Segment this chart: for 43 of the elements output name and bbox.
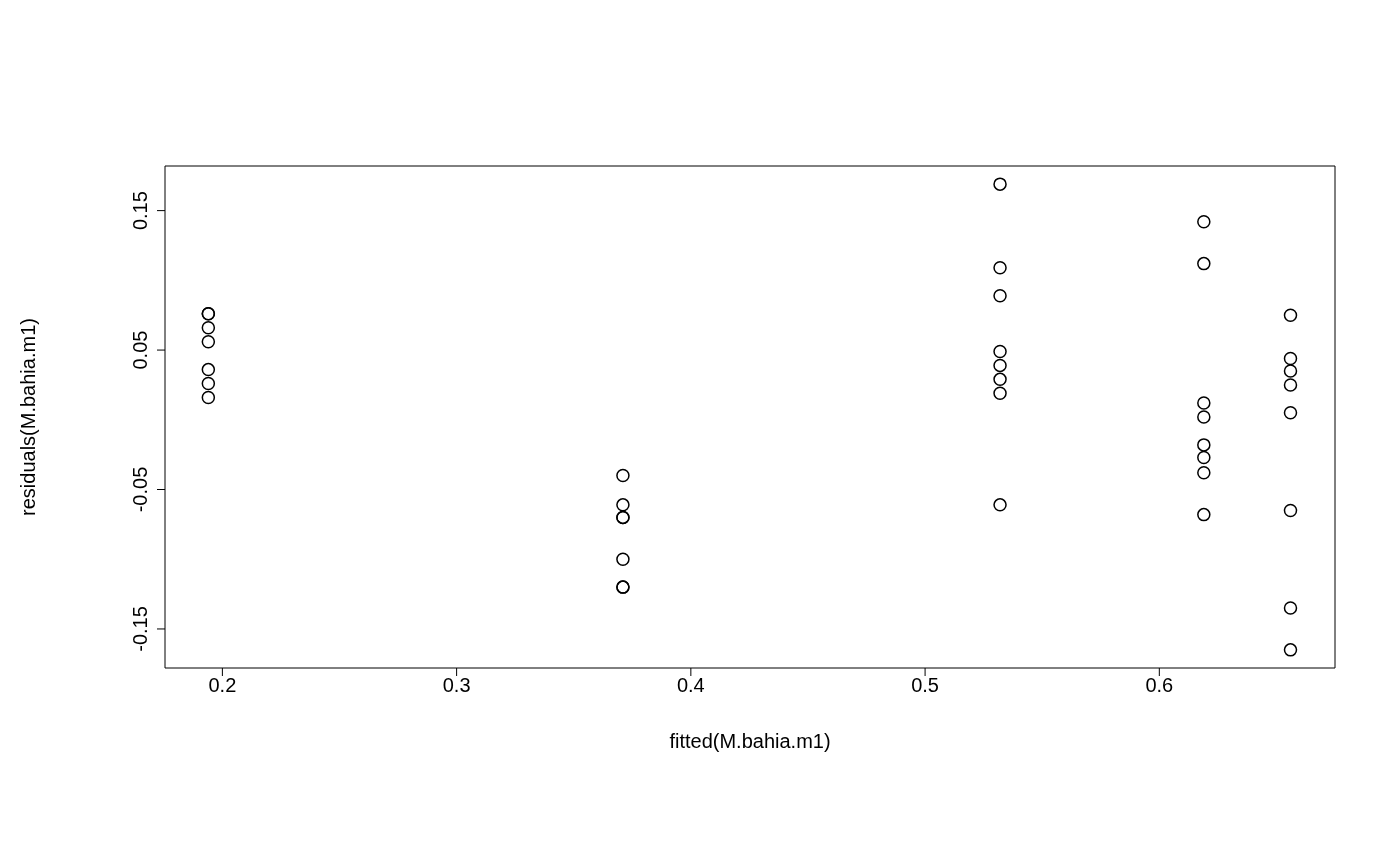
point [1283,503,1298,518]
x-axis-title: fitted(M.bahia.m1) [669,730,831,752]
point [1283,406,1298,420]
point [993,288,1007,303]
y-tick-label: 0.05 [129,330,151,370]
point [616,468,630,483]
point [993,261,1007,275]
y-axis-title: residuals(M.bahia.m1) [17,318,40,516]
point [1283,601,1298,615]
point [1197,410,1211,424]
x-tick-label: 0.5 [911,674,939,697]
point [616,552,630,566]
y-tick-label: -0.05 [129,466,151,513]
point [201,376,216,391]
point [993,358,1007,373]
point [1197,396,1211,410]
x-tick-label: 0.3 [442,674,471,697]
point [1283,378,1298,392]
point [993,344,1007,359]
x-tick-label: 0.4 [676,674,705,697]
point [1197,438,1211,452]
point [1283,364,1298,378]
y-tick-label: -0.15 [129,606,151,652]
x-tick-label: 0.6 [1145,674,1174,697]
point [1283,643,1298,657]
point [993,386,1007,401]
point [993,498,1007,512]
point [201,334,216,349]
point [1197,256,1211,271]
y-tick-label: 0.15 [129,191,151,231]
x-tick-label: 0.2 [208,674,237,697]
point [993,177,1007,191]
point [616,498,630,512]
point [201,390,216,405]
point [1283,351,1298,366]
point [1197,450,1211,465]
point [1197,215,1211,229]
point [1197,507,1211,522]
point [1283,308,1298,322]
point [201,362,216,377]
point [201,321,216,335]
point [993,372,1007,387]
point [1197,466,1211,480]
